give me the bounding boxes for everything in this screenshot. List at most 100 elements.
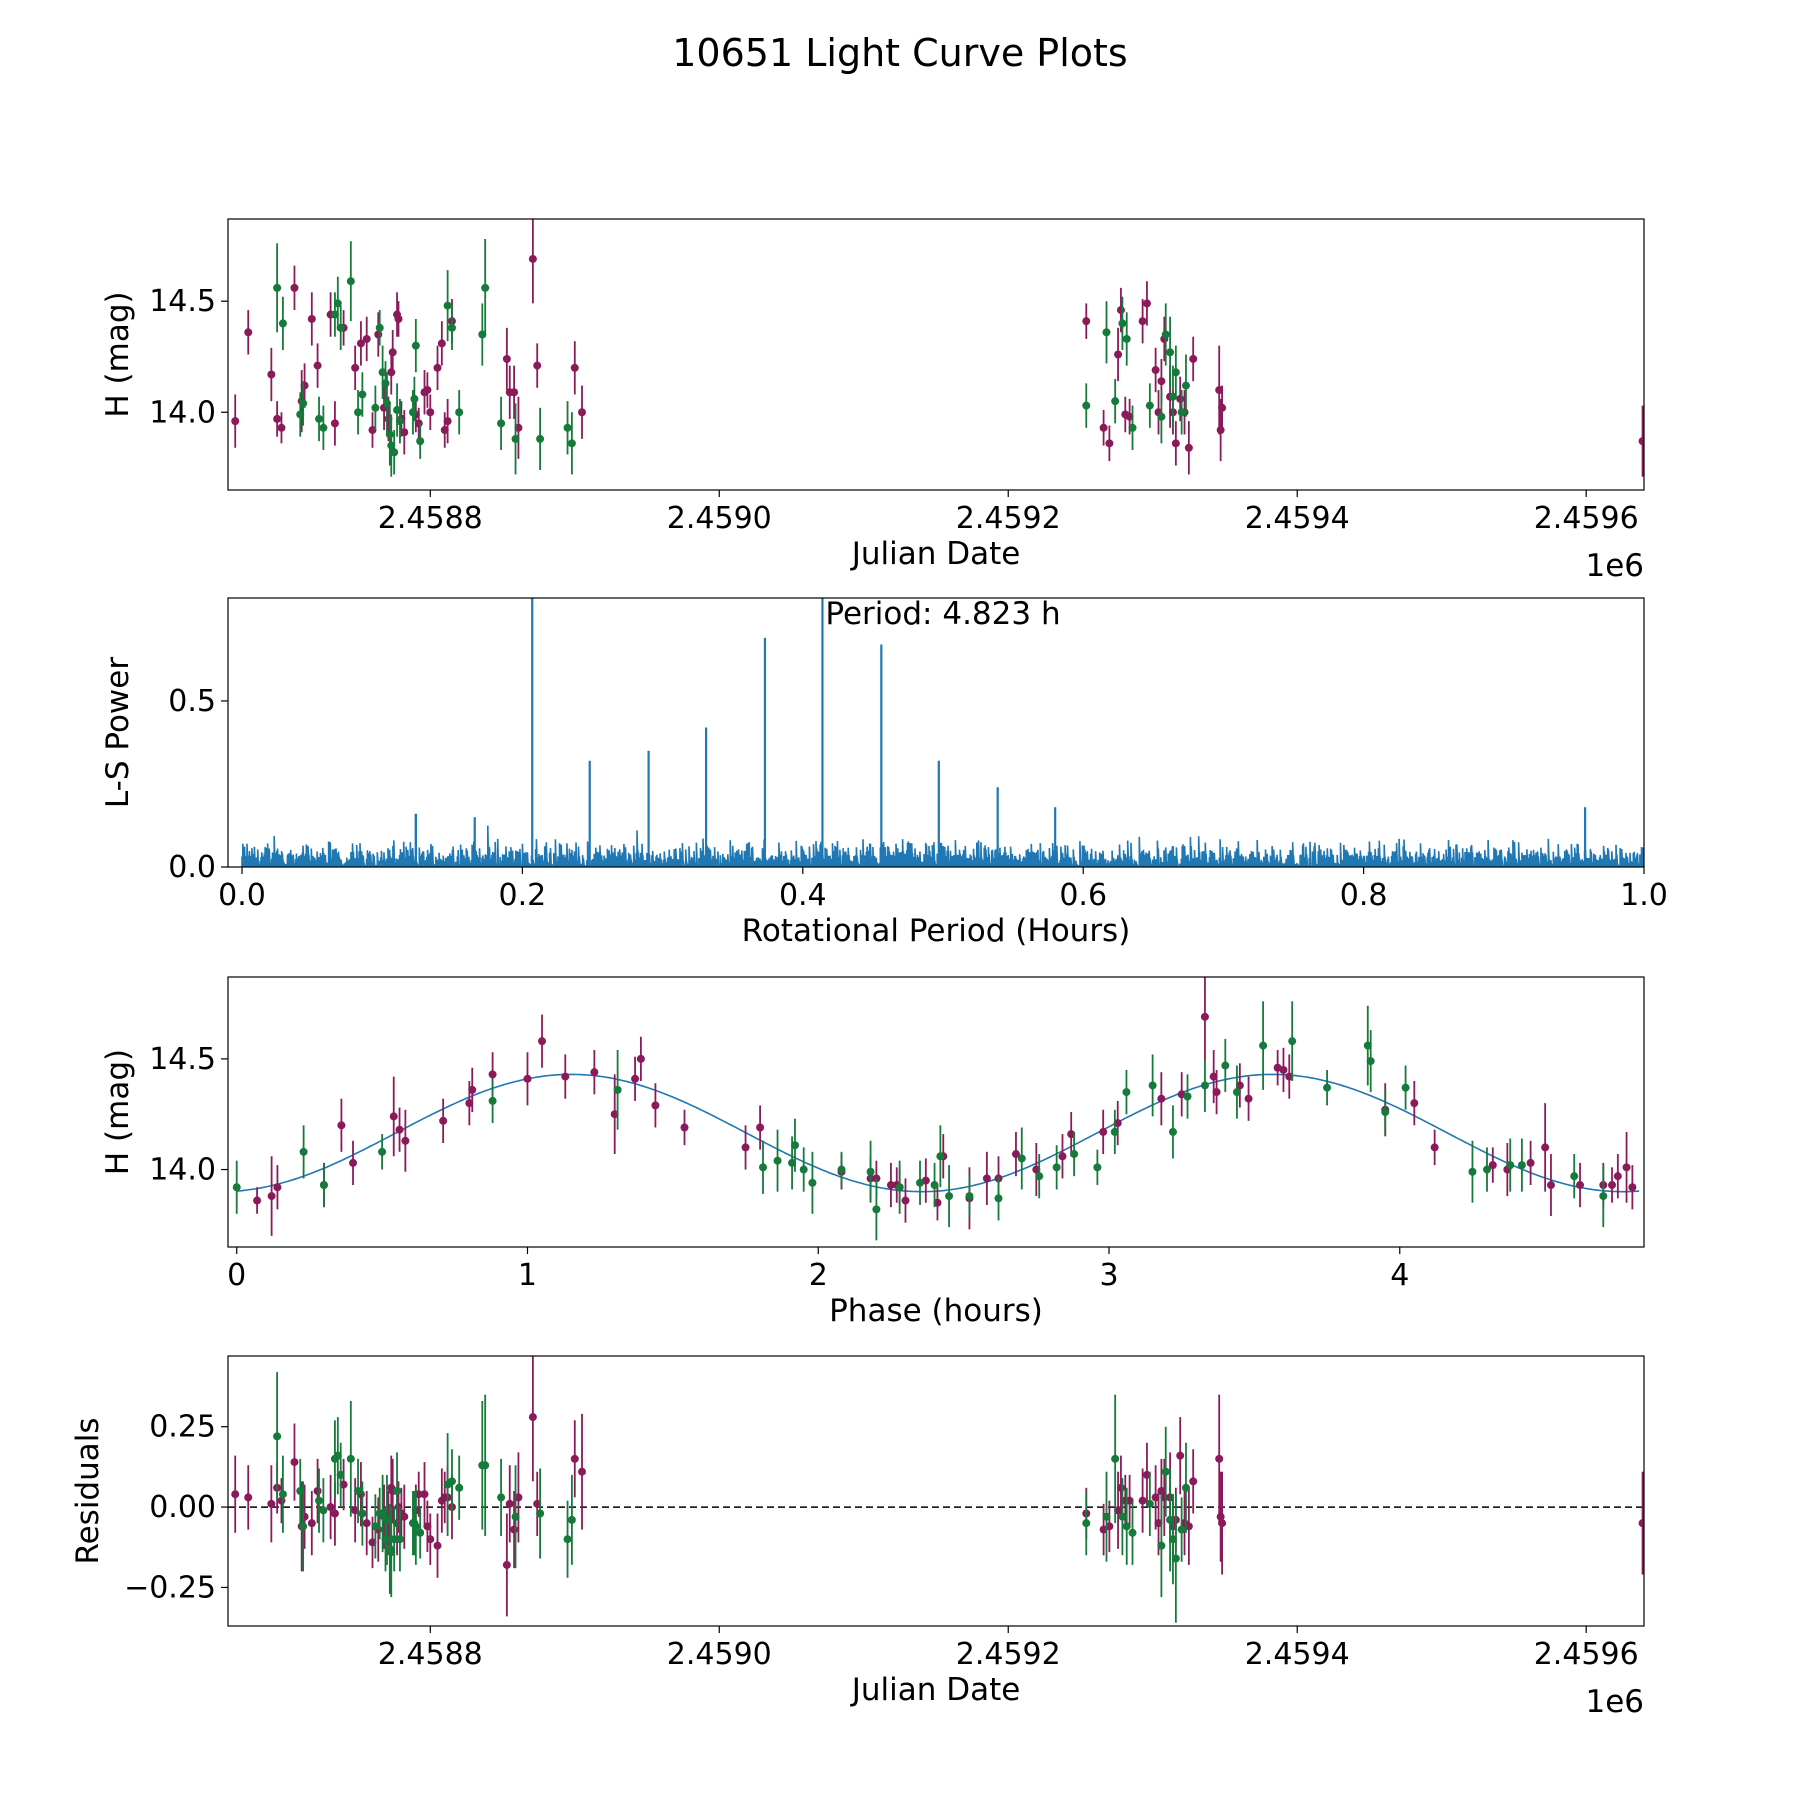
data-point-purple [1200, 1012, 1209, 1021]
data-point-purple [433, 1541, 442, 1550]
data-point-green [390, 448, 399, 457]
x-tick-label: 0.8 [1340, 878, 1388, 913]
y-axis-label: L-S Power [100, 657, 136, 808]
data-point-purple [1218, 1519, 1227, 1528]
data-point-green [790, 1141, 799, 1150]
data-point-green [1111, 397, 1120, 406]
figure-title: 10651 Light Curve Plots [672, 31, 1127, 75]
x-tick-label: 0.4 [779, 878, 827, 913]
data-point-green [497, 419, 506, 428]
data-point-purple [420, 1490, 429, 1499]
data-point-green [1148, 1081, 1157, 1090]
data-point-purple [1189, 354, 1198, 363]
data-point-green [1102, 328, 1111, 337]
data-point-green [1017, 1154, 1026, 1163]
axes-frame [227, 218, 1645, 491]
data-point-purple [394, 314, 403, 323]
data-point-green [278, 1490, 287, 1499]
data-point-green [563, 423, 572, 432]
data-point-purple [1576, 1181, 1585, 1190]
data-point-purple [502, 1560, 511, 1569]
data-point-purple [1608, 1181, 1617, 1190]
data-point-green [1366, 1057, 1375, 1066]
x-axis-label: Julian Date [850, 536, 1021, 572]
data-point-purple [1067, 1130, 1076, 1139]
plot-area [228, 1356, 1644, 1623]
data-point-green [1122, 334, 1131, 343]
data-point-green [371, 1522, 380, 1531]
y-tick-label: 0.25 [149, 1410, 216, 1445]
data-point-green [511, 1512, 520, 1521]
data-point-green [1082, 1519, 1091, 1528]
data-point-green [1128, 423, 1137, 432]
data-point-green [346, 1454, 355, 1463]
data-point-green [1171, 368, 1180, 377]
data-point-purple [401, 1136, 410, 1145]
data-point-green [536, 434, 545, 443]
data-point-purple [290, 1458, 299, 1467]
data-point-purple [356, 339, 365, 348]
data-point-purple [1209, 1072, 1218, 1081]
data-point-green [455, 1483, 464, 1492]
data-point-green [381, 1535, 390, 1544]
data-point-purple [387, 368, 396, 377]
x-tick-label: 0.6 [1059, 878, 1107, 913]
panel-2: 0.0 0.2 0.4 0.6 0.8 1.0 0.0 0.5 Rotational Perio… [100, 596, 1668, 949]
data-point-purple [570, 1454, 579, 1463]
data-point-purple [502, 354, 511, 363]
data-point-green [872, 1205, 881, 1214]
x-tick-label: 0.0 [218, 878, 266, 913]
data-point-green [488, 1096, 497, 1105]
data-point-purple [1116, 1483, 1125, 1492]
data-point-purple [741, 1143, 750, 1152]
y-tick-label: 0.5 [168, 684, 216, 719]
data-point-purple [505, 1499, 514, 1508]
data-point-purple [533, 361, 542, 370]
data-point-purple [1176, 1451, 1185, 1460]
data-point-green [1181, 381, 1190, 390]
data-point-green [1161, 1467, 1170, 1476]
data-point-purple [982, 1174, 991, 1183]
x-axis-label: Rotational Period (Hours) [742, 913, 1131, 949]
axes-frame [227, 976, 1645, 1248]
y-tick-label: 0.00 [149, 1490, 216, 1525]
data-point-purple [437, 339, 446, 348]
data-point-purple [570, 363, 579, 372]
data-point-green [319, 1181, 328, 1190]
data-point-purple [468, 1085, 477, 1094]
data-point-purple [578, 408, 586, 417]
data-point-green [1177, 408, 1186, 417]
data-point-purple [933, 1198, 942, 1207]
x-offset-label: 1e6 [1585, 1684, 1644, 1720]
data-point-purple [395, 1125, 404, 1134]
data-point-green [758, 1163, 767, 1172]
data-point-purple [277, 423, 286, 432]
data-point-green [916, 1178, 925, 1187]
data-point-green [273, 283, 282, 292]
data-point-green [378, 1147, 387, 1156]
data-point-green [315, 1496, 324, 1505]
axes-frame [227, 597, 1645, 868]
data-point-green [1517, 1161, 1526, 1170]
data-point-green [1171, 1554, 1180, 1563]
data-point-green [1118, 319, 1127, 328]
data-point-green [866, 1167, 875, 1176]
y-tick-label: 0.0 [168, 850, 216, 885]
data-point-purple [528, 1413, 537, 1422]
data-point-green [336, 323, 345, 332]
data-point-purple [901, 1196, 910, 1205]
data-point-purple [1244, 1094, 1253, 1103]
y-tick-label: 14.0 [149, 1153, 216, 1188]
axes-frame [227, 1355, 1645, 1627]
data-point-purple [1138, 317, 1147, 326]
data-point-purple [231, 1490, 240, 1499]
data-point-green [1128, 1528, 1137, 1537]
data-point-purple [231, 417, 240, 426]
data-point-green [385, 430, 394, 439]
data-point-purple [1099, 1127, 1108, 1136]
data-point-purple [1114, 350, 1123, 359]
x-tick-label: 0 [227, 1258, 246, 1293]
data-point-purple [267, 370, 276, 379]
data-point-purple [1638, 1519, 1644, 1528]
data-point-green [375, 323, 384, 332]
